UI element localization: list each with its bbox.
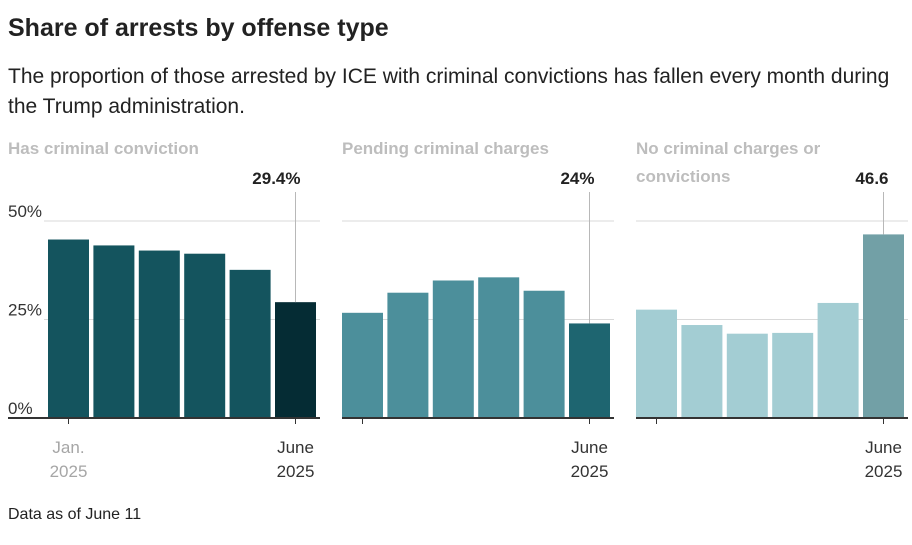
bar-1-4 [184,253,226,418]
x-label-last-line1-3: June [865,438,902,457]
annotation-value-1: 29.4% [252,169,300,188]
bar-3-3 [726,333,768,418]
bar-1-5 [229,269,271,418]
bar-2-5 [523,290,565,418]
annotation-value-3: 46.6 [855,169,888,188]
panel-title-2-line-1: Pending criminal charges [342,139,549,158]
bar-2-3 [432,280,474,418]
x-label-first-line1: Jan. [52,438,84,457]
y-tick-label-0: 0% [8,399,33,418]
bar-2-2 [387,292,429,418]
chart-subtitle: The proportion of those arrested by ICE … [8,65,890,118]
y-tick-label-50: 50% [8,202,42,221]
x-label-last-line2-2: 2025 [571,462,609,481]
y-tick-label-25: 25% [8,301,42,320]
bar-1-2 [93,245,135,418]
panel-title-3-line-1: No criminal charges or [636,139,821,158]
chart-title: Share of arrests by offense type [8,14,389,42]
bar-3-1 [636,309,677,418]
bar-1-3 [138,250,180,418]
x-label-last-line2-3: 2025 [865,462,903,481]
bar-2-1 [342,312,383,418]
x-label-last-line2-1: 2025 [277,462,315,481]
x-label-last-line1-1: June [277,438,314,457]
bar-1-6 [275,302,316,418]
bar-3-5 [817,302,859,418]
bar-1-1 [48,239,89,418]
data-note: Data as of June 11 [8,506,142,523]
panel-title-1-line-1: Has criminal conviction [8,139,199,158]
bar-2-4 [478,277,520,418]
x-label-first-line2: 2025 [50,462,88,481]
annotation-value-2: 24% [560,169,594,188]
x-label-last-line1-2: June [571,438,608,457]
bar-3-2 [681,325,723,418]
bar-3-6 [863,234,904,418]
bar-3-4 [772,332,814,418]
panel-title-3-line-2: convictions [636,167,730,186]
bar-2-6 [569,323,610,418]
